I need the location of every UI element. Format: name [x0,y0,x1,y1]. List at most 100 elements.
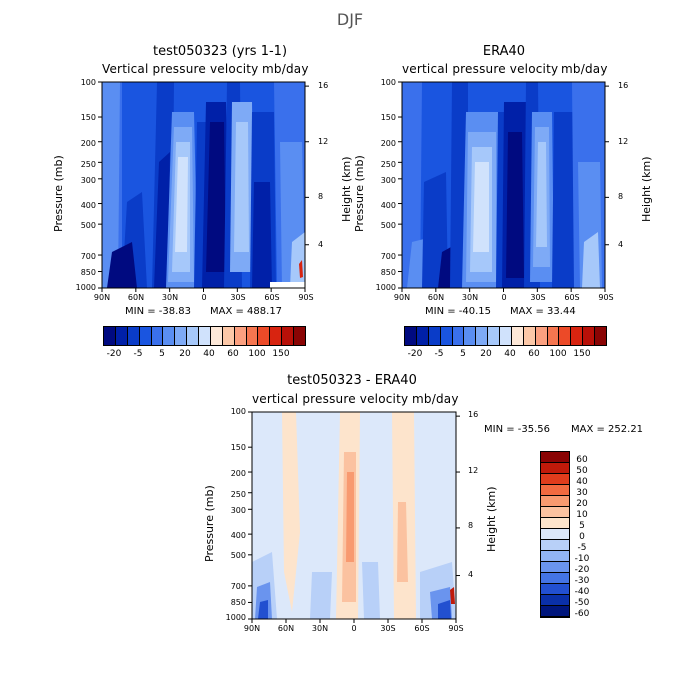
panel3-colorbar-label: -5 [577,543,587,553]
colorbar-swatch [127,327,140,345]
panel2-ytick: 300 [380,176,396,185]
panel1-xtick: 60N [127,293,145,302]
colorbar-swatch [541,595,569,606]
panel3-max: MAX = 252.21 [571,424,644,435]
panel2-xtick: 90N [393,293,411,302]
colorbar-swatch [405,327,417,345]
panel2-y2label: Height (km) [640,156,653,222]
panel1-colorbar-label: -5 [133,349,143,359]
panel3-height-tick: 4 [468,570,474,579]
panel1-ytick: 300 [80,176,96,185]
panel2-colorbar-label: 60 [528,349,540,359]
panel2-xtick: 60S [564,293,580,302]
colorbar-swatch [541,551,569,562]
panel1-colorbar-label: 100 [248,349,266,359]
panel2-subtitle-left: vertical pressure velocity [402,62,559,76]
panel3-colorbar-label: 40 [576,477,588,487]
panel1-plot [98,81,309,292]
panel2-ytick: 100 [380,78,396,87]
colorbar-swatch [511,327,524,345]
panel3-xtick: 30S [380,624,396,633]
panel1-ytick: 400 [80,201,96,210]
panel2-colorbar-label: 40 [504,349,516,359]
colorbar-swatch [541,584,569,595]
panel1-ytick: 100 [80,78,96,87]
colorbar-swatch [416,327,429,345]
colorbar-swatch [541,606,569,617]
panel2-colorbar-label: 100 [549,349,567,359]
colorbar-swatch [547,327,560,345]
panel1-height-tick: 12 [318,137,329,146]
colorbar-swatch [541,485,569,496]
colorbar-swatch [541,529,569,540]
panel1-ytick: 200 [80,139,96,148]
panel2-height-tick: 12 [618,137,629,146]
panel1-xtick: 30S [230,293,246,302]
panel3-colorbar-label: -40 [574,587,590,597]
colorbar-swatch [583,327,595,345]
colorbar-swatch [541,562,569,573]
panel3-title: test050323 - ERA40 [287,373,417,388]
colorbar-swatch [541,496,569,507]
panel3-colorbar [540,451,570,618]
panel1-ytick: 850 [80,268,96,277]
panel3-ytick: 850 [230,598,246,607]
colorbar-swatch [139,327,152,345]
panel2-xtick: 30S [530,293,546,302]
panel2-ytick: 400 [380,201,396,210]
colorbar-swatch [282,327,294,345]
colorbar-swatch [294,327,305,345]
panel2-colorbar [404,326,607,346]
panel3-colorbar-label: 10 [576,510,588,520]
panel3-ytick: 100 [230,407,246,416]
panel3-xtick: 30N [311,624,329,633]
panel1-ytick: 500 [80,221,96,230]
panel2-xtick: 30N [461,293,479,302]
panel3-height-tick: 12 [468,466,479,475]
panel3-ytick: 500 [230,551,246,560]
panel2-xtick: 60N [427,293,445,302]
panel1-xtick: 30N [161,293,179,302]
panel1-colorbar-label: 60 [227,349,239,359]
panel3-colorbar-label: 0 [579,532,585,542]
panel2-subtitle-right: mb/day [561,62,608,76]
colorbar-swatch [488,327,500,345]
colorbar-swatch [541,452,569,463]
colorbar-swatch [246,327,259,345]
panel3-ytick: 200 [230,469,246,478]
panel3-subtitle-left: vertical pressure velocity [252,392,409,406]
colorbar-swatch [452,327,465,345]
panel3-colorbar-label: 30 [576,488,588,498]
panel2-colorbar-label: -5 [434,349,444,359]
panel3-ytick: 700 [230,582,246,591]
panel1-ytick: 1000 [75,283,96,292]
panel1-colorbar [103,326,306,346]
colorbar-swatch [258,327,271,345]
panel2-title: ERA40 [482,44,526,59]
panel3-subtitle-right: mb/day [412,392,459,406]
panel2-ytick: 500 [380,221,396,230]
panel3-colorbar-label: 50 [576,466,588,476]
colorbar-swatch [500,327,512,345]
colorbar-swatch [541,540,569,551]
panel3-colorbar-label: 60 [576,455,588,465]
panel3-xtick: 90S [448,624,464,633]
panel1-min: MIN = -38.83 [125,306,192,317]
panel1-xtick: 90S [298,293,314,302]
colorbar-swatch [476,327,489,345]
panel2-colorbar-label: 20 [480,349,492,359]
panel1-height-tick: 4 [318,240,324,249]
panel3-colorbar-label: 20 [576,499,588,509]
panel3-min: MIN = -35.56 [484,424,551,435]
panel1-height-tick: 8 [318,192,324,201]
panel3-height-tick: 16 [468,410,479,419]
colorbar-swatch [571,327,584,345]
panel2-ytick: 1000 [375,283,396,292]
panel1-ytick: 150 [80,113,96,122]
panel1-colorbar-label: 150 [272,349,290,359]
panel3-colorbar-label: 5 [579,521,585,531]
panel1-colorbar-label: -20 [106,349,122,359]
panel1-title: test050323 (yrs 1-1) [152,44,288,59]
panel1-colorbar-label: 40 [203,349,215,359]
colorbar-swatch [210,327,223,345]
